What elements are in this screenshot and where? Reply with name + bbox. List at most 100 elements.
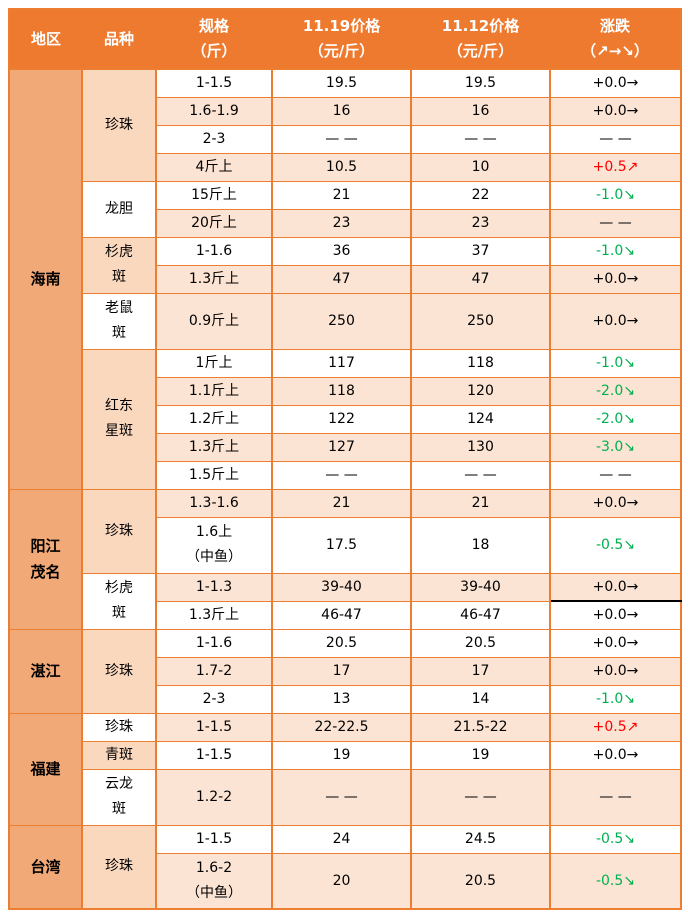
region-cell: 福建 <box>8 712 83 826</box>
table-row: 1.6-1.9 16 16 +0.0→ <box>9 96 682 126</box>
region-cell: 海南 <box>8 68 83 490</box>
change-cell: -3.0↘ <box>549 432 682 462</box>
spec-cell: 1.6-2 （中鱼） <box>155 852 273 910</box>
header-price-1119-unit: （元/斤） <box>308 42 375 60</box>
table-row: 湛江 珍珠 1-1.6 20.5 20.5 +0.0→ <box>8 628 682 714</box>
header-row: 地区 品种 规格 （斤） 11.19价格 （元/斤） 11.12价格 （元/斤） <box>9 9 681 70</box>
spec-cell: 20斤上 <box>155 208 273 238</box>
table-row: 1.1斤上 118 120 -2.0↘ <box>9 376 682 406</box>
table-row: 杉虎斑 1-1.6 36 37 -1.0↘ <box>9 236 682 294</box>
price-1119-cell: 122 <box>271 404 412 434</box>
price-1112-cell: 47 <box>410 264 551 294</box>
spec-cell: 1.3斤上 <box>155 432 273 462</box>
header-variety-label: 品种 <box>103 29 134 48</box>
price-1119-cell: 127 <box>271 432 412 462</box>
price-1112-cell: 24.5 <box>410 824 551 854</box>
price-1119-cell: 117 <box>271 348 412 378</box>
table-row: 1.7-2 17 17 +0.0→ <box>9 656 682 686</box>
change-cell: -1.0↘ <box>549 180 682 210</box>
change-cell: -1.0↘ <box>549 236 682 266</box>
change-cell: -0.5↘ <box>549 516 682 574</box>
spec-cell: 1.3-1.6 <box>155 488 273 518</box>
spec-cell: 1.2斤上 <box>155 404 273 434</box>
price-1119-cell: 24 <box>271 824 412 854</box>
price-1112-cell: 23 <box>410 208 551 238</box>
table-row: 4斤上 10.5 10 +0.5↗ <box>9 152 682 182</box>
price-1112-cell: 37 <box>410 236 551 266</box>
price-1112-cell: — — <box>410 768 551 826</box>
header-spec: 规格 （斤） <box>156 9 272 70</box>
price-1119-cell: — — <box>271 460 412 490</box>
variety-cell: 老鼠斑 <box>81 292 157 350</box>
spec-cell: 1.2-2 <box>155 768 273 826</box>
price-1119-cell: 19 <box>271 740 412 770</box>
price-1119-cell: 47 <box>271 264 412 294</box>
price-1112-cell: 39-40 <box>410 572 551 602</box>
change-cell: -2.0↘ <box>549 376 682 406</box>
table-row: 福建 珍珠 1-1.5 22-22.5 21.5-22 +0.5↗ <box>8 712 682 826</box>
variety-cell: 红东 星斑 <box>81 348 157 490</box>
spec-cell: 1.1斤上 <box>155 376 273 406</box>
region-cell: 阳江 茂名 <box>8 488 83 630</box>
table-row: 1.5斤上 — — — — — — <box>9 460 682 490</box>
spec-cell: 2-3 <box>155 124 273 154</box>
spec-cell: 1斤上 <box>155 348 273 378</box>
table-row: 阳江 茂名 珍珠 1.3-1.6 21 21 +0.0→ <box>8 488 682 630</box>
price-1119-cell: 20.5 <box>271 628 412 658</box>
spec-cell: 4斤上 <box>155 152 273 182</box>
spec-cell: 0.9斤上 <box>155 292 273 350</box>
price-1112-cell: 20.5 <box>410 852 551 910</box>
change-cell: +0.0→ <box>549 488 682 518</box>
region-cell: 台湾 <box>8 824 83 910</box>
change-cell: +0.5↗ <box>549 152 682 182</box>
change-cell: -0.5↘ <box>549 852 682 910</box>
table-row: 1.3斤上 47 47 +0.0→ <box>9 264 682 294</box>
price-1119-cell: 46-47 <box>271 600 412 630</box>
table-row: 1.6上 （中鱼） 17.5 18 -0.5↘ <box>9 516 682 574</box>
variety-cell: 珍珠 <box>81 712 157 742</box>
price-1119-cell: — — <box>271 124 412 154</box>
table-row: 杉虎斑 1-1.3 39-40 39-40 +0.0→ <box>9 572 682 630</box>
change-cell: +0.0→ <box>549 628 682 658</box>
price-1119-cell: 21 <box>271 180 412 210</box>
change-cell: -1.0↘ <box>549 684 682 714</box>
change-cell: -1.0↘ <box>549 348 682 378</box>
price-1112-cell: 22 <box>410 180 551 210</box>
header-spec-unit: （斤） <box>191 42 237 60</box>
variety-cell: 珍珠 <box>81 68 157 182</box>
header-price-1119-label: 11.19价格 <box>302 17 381 35</box>
price-1112-cell: 21.5-22 <box>410 712 551 742</box>
variety-cell: 杉虎斑 <box>81 572 157 630</box>
change-cell: +0.0→ <box>549 656 682 686</box>
variety-cell: 珍珠 <box>81 824 157 910</box>
header-price-1112: 11.12价格 （元/斤） <box>411 9 550 70</box>
spec-cell: 2-3 <box>155 684 273 714</box>
price-1119-cell: 250 <box>271 292 412 350</box>
change-cell: -2.0↘ <box>549 404 682 434</box>
header-price-1112-unit: （元/斤） <box>447 42 514 60</box>
table-row: 台湾 珍珠 1-1.5 24 24.5 -0.5↘ <box>8 824 682 910</box>
spec-cell: 1.5斤上 <box>155 460 273 490</box>
price-1119-cell: 10.5 <box>271 152 412 182</box>
price-1119-cell: — — <box>271 768 412 826</box>
price-1119-cell: 23 <box>271 208 412 238</box>
header-region: 地区 <box>9 9 82 70</box>
price-1112-cell: 19.5 <box>410 68 551 98</box>
price-1112-cell: 19 <box>410 740 551 770</box>
spec-cell: 1-1.6 <box>155 628 273 658</box>
table-row: 2-3 13 14 -1.0↘ <box>9 684 682 714</box>
price-1112-cell: 120 <box>410 376 551 406</box>
table-body: 海南 珍珠 1-1.5 19.5 19.5 +0.0→ 1.6-1.9 16 16 +0.0→ 2-… <box>8 68 682 910</box>
change-cell: +0.0→ <box>549 600 682 630</box>
price-1119-cell: 21 <box>271 488 412 518</box>
change-cell: — — <box>549 460 682 490</box>
change-cell: +0.0→ <box>549 264 682 294</box>
table-row: 青斑 1-1.5 19 19 +0.0→ <box>9 740 682 770</box>
price-1119-cell: 13 <box>271 684 412 714</box>
spec-cell: 1.6-1.9 <box>155 96 273 126</box>
change-cell: +0.0→ <box>549 740 682 770</box>
price-1112-cell: 18 <box>410 516 551 574</box>
spec-cell: 1-1.5 <box>155 740 273 770</box>
spec-cell: 1-1.3 <box>155 572 273 602</box>
